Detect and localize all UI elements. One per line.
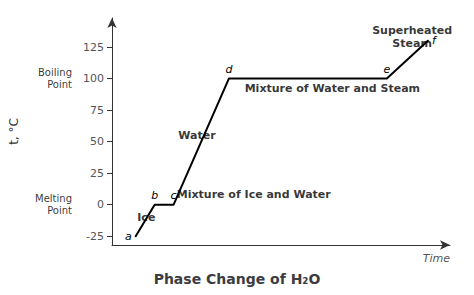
svg-text:0: 0	[97, 198, 104, 211]
svg-text:Steam: Steam	[392, 37, 432, 50]
svg-text:75: 75	[90, 104, 104, 117]
svg-text:b: b	[151, 189, 158, 202]
svg-text:Superheated: Superheated	[372, 24, 452, 37]
svg-text:Time: Time	[423, 252, 450, 265]
svg-text:-25: -25	[86, 230, 104, 243]
svg-text:100: 100	[83, 72, 104, 85]
svg-text:Point: Point	[47, 79, 72, 90]
svg-text:50: 50	[90, 135, 104, 148]
svg-text:125: 125	[83, 41, 104, 54]
svg-text:a: a	[125, 230, 132, 243]
svg-text:Boiling: Boiling	[38, 67, 72, 78]
svg-text:Phase Change of H₂O: Phase Change of H₂O	[154, 271, 321, 287]
svg-text:t, °C: t, °C	[7, 118, 21, 145]
svg-text:Point: Point	[47, 205, 72, 216]
svg-text:Mixture of Ice and Water: Mixture of Ice and Water	[177, 188, 332, 201]
svg-text:25: 25	[90, 167, 104, 180]
svg-text:e: e	[383, 63, 390, 76]
svg-text:Water: Water	[178, 129, 216, 142]
svg-text:Ice: Ice	[137, 211, 155, 224]
svg-text:Melting: Melting	[35, 193, 72, 204]
svg-text:Mixture of Water and Steam: Mixture of Water and Steam	[245, 82, 420, 95]
svg-text:d: d	[225, 63, 233, 76]
svg-text:f: f	[431, 34, 436, 48]
svg-text:c: c	[171, 189, 177, 202]
